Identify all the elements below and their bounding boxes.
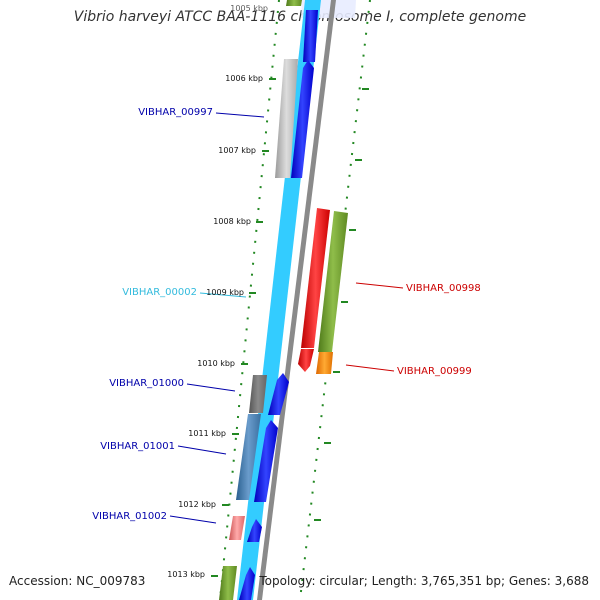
gene-label-VIBHAR_01002[interactable]: VIBHAR_01002 [92,511,167,522]
gene-block-VIBHAR_01000[interactable] [249,375,267,413]
ruler-major-ticks [211,78,369,577]
accession-label: Accession: NC_009783 [9,574,146,588]
gene-labels: VIBHAR_00997 VIBHAR_00002 VIBHAR_01000 V… [92,107,481,522]
gene-label-VIBHAR_01000[interactable]: VIBHAR_01000 [109,378,184,389]
kbp-label: 1007 kbp [218,146,256,155]
kbp-label: 1006 kbp [225,74,263,83]
leader-lines [169,112,404,524]
kbp-label: 1011 kbp [188,429,226,438]
kbp-ruler-labels: 1005 kbp 1006 kbp 1007 kbp 1008 kbp 1009… [167,4,268,579]
backbone-gene [254,420,278,502]
leader-VIBHAR_00999 [345,364,395,372]
kbp-label: 1008 kbp [213,217,251,226]
gene-label-VIBHAR_01001[interactable]: VIBHAR_01001 [100,441,175,452]
inner-ruler-line [219,0,280,600]
feature-top-olive [286,0,302,6]
kbp-label: 1005 kbp [230,4,268,13]
gene-block-VIBHAR_00998-tail [298,349,314,372]
backbone-gene [268,373,289,415]
gene-block-VIBHAR_01001[interactable] [236,414,261,500]
outer-ruler-line [299,0,371,600]
leader-VIBHAR_00997 [215,112,265,118]
gray-strand [257,0,336,600]
gene-block-VIBHAR_01002[interactable] [229,516,245,540]
kbp-label: 1013 kbp [167,570,205,579]
kbp-label: 1010 kbp [197,359,235,368]
gene-label-VIBHAR_00002[interactable]: VIBHAR_00002 [122,287,197,298]
topology-label: Topology: circular; Length: 3,765,351 bp… [259,574,589,588]
gene-label-VIBHAR_00999[interactable]: VIBHAR_00999 [397,366,472,377]
ruler-dots [219,0,371,600]
gene-label-VIBHAR_00997[interactable]: VIBHAR_00997 [138,107,213,118]
backbone-gene [303,10,318,62]
leader-VIBHAR_01002 [169,515,217,524]
gene-block-VIBHAR_00997[interactable] [275,59,298,178]
gene-label-VIBHAR_00998[interactable]: VIBHAR_00998 [406,283,481,294]
leader-VIBHAR_01000 [186,383,236,392]
gene-block-VIBHAR_00999[interactable] [316,352,333,374]
leader-VIBHAR_00998 [355,282,404,289]
gene-block-bottom [219,566,237,600]
kbp-label: 1009 kbp [206,288,244,297]
leader-VIBHAR_01001 [177,445,227,455]
gene-block-olive-outer [318,211,348,352]
kbp-label: 1012 kbp [178,500,216,509]
backbone-gene [239,567,255,600]
backbone-gene [247,519,262,542]
backbone-genes [239,10,318,600]
backbone-gene [291,60,314,178]
gene-block-VIBHAR_00998[interactable] [301,208,330,348]
leader-VIBHAR_00002 [199,292,247,298]
map-title: Vibrio harveyi ATCC BAA-1116 chromosome … [73,9,527,25]
